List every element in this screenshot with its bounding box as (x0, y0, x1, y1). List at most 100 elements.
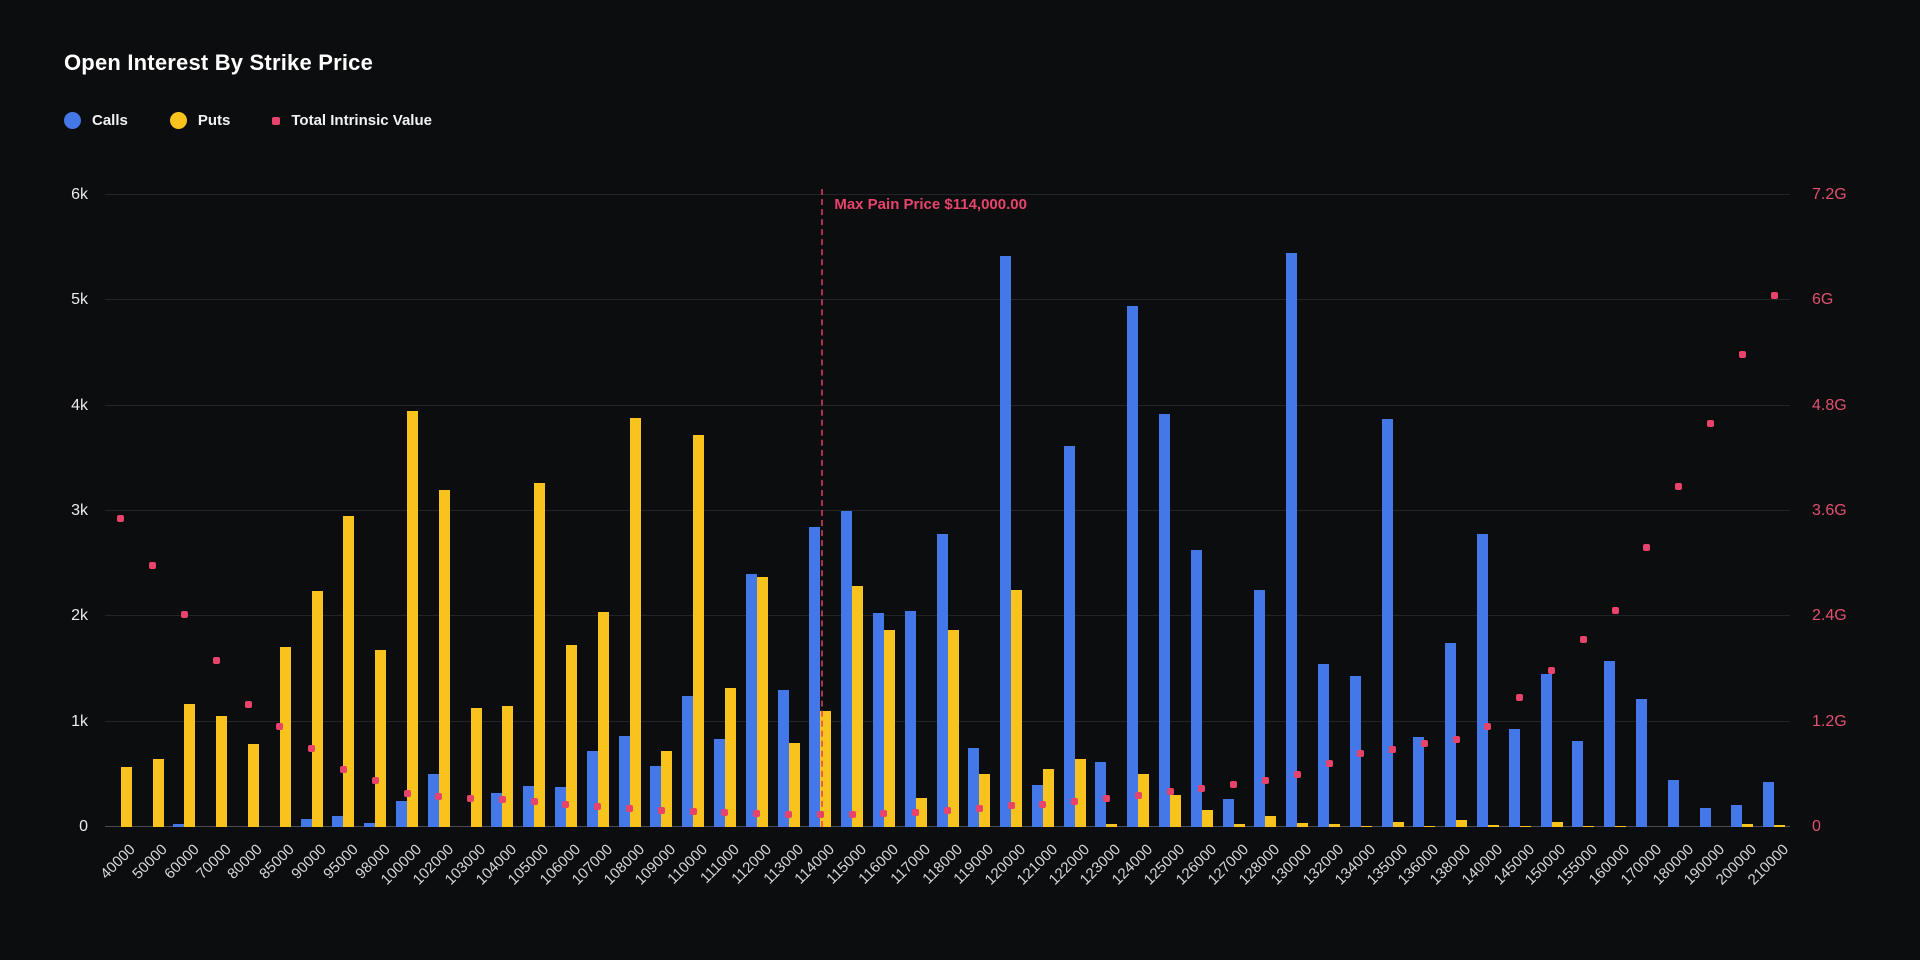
put-bar[interactable] (1233, 823, 1245, 827)
intrinsic-value-point[interactable] (594, 803, 602, 811)
put-bar[interactable] (1329, 823, 1340, 827)
call-bar[interactable] (1159, 414, 1171, 827)
intrinsic-value-point[interactable] (498, 796, 506, 804)
put-bar[interactable] (470, 707, 482, 827)
intrinsic-value-point[interactable] (975, 805, 983, 813)
put-bar[interactable] (979, 774, 991, 827)
intrinsic-value-point[interactable] (180, 611, 188, 619)
put-bar[interactable] (1742, 823, 1754, 827)
call-bar[interactable] (872, 613, 884, 827)
call-bar[interactable] (1445, 642, 1457, 827)
intrinsic-value-point[interactable] (1325, 760, 1333, 768)
call-bar[interactable] (745, 574, 757, 827)
legend-item-puts[interactable]: Puts (169, 112, 230, 129)
intrinsic-value-point[interactable] (403, 790, 411, 798)
put-bar[interactable] (279, 646, 291, 827)
intrinsic-value-point[interactable] (848, 810, 856, 818)
call-bar[interactable] (1031, 784, 1043, 827)
legend-item-calls[interactable]: Calls (64, 112, 128, 129)
call-bar[interactable] (1635, 698, 1647, 827)
put-bar[interactable] (1615, 825, 1627, 827)
intrinsic-value-point[interactable] (1230, 781, 1238, 789)
put-bar[interactable] (216, 716, 228, 827)
intrinsic-value-point[interactable] (1007, 802, 1015, 810)
intrinsic-value-point[interactable] (212, 656, 220, 664)
call-bar[interactable] (1508, 729, 1520, 827)
call-bar[interactable] (554, 786, 566, 827)
call-bar[interactable] (618, 736, 630, 827)
call-bar[interactable] (1540, 674, 1552, 827)
intrinsic-value-point[interactable] (1770, 292, 1778, 300)
intrinsic-value-point[interactable] (1357, 749, 1365, 757)
call-bar[interactable] (1413, 737, 1425, 827)
intrinsic-value-point[interactable] (1166, 788, 1174, 796)
put-bar[interactable] (407, 410, 419, 827)
put-bar[interactable] (1774, 824, 1786, 827)
put-bar[interactable] (947, 630, 959, 827)
put-bar[interactable] (852, 585, 864, 827)
call-bar[interactable] (650, 765, 662, 827)
intrinsic-value-point[interactable] (1707, 419, 1715, 427)
intrinsic-value-point[interactable] (435, 792, 443, 800)
put-bar[interactable] (311, 591, 323, 827)
call-bar[interactable] (1190, 549, 1202, 827)
call-bar[interactable] (1349, 676, 1361, 827)
intrinsic-value-point[interactable] (1071, 798, 1079, 806)
call-bar[interactable] (1318, 663, 1329, 827)
intrinsic-value-point[interactable] (276, 723, 284, 731)
intrinsic-value-point[interactable] (1102, 795, 1110, 803)
call-bar[interactable] (809, 526, 821, 827)
put-bar[interactable] (120, 766, 132, 827)
call-bar[interactable] (332, 816, 344, 827)
intrinsic-value-point[interactable] (467, 794, 475, 802)
put-bar[interactable] (629, 418, 641, 827)
call-bar[interactable] (1667, 779, 1679, 827)
put-bar[interactable] (1583, 825, 1595, 827)
intrinsic-value-point[interactable] (1579, 635, 1587, 643)
intrinsic-value-point[interactable] (753, 810, 761, 818)
call-bar[interactable] (1476, 534, 1488, 827)
put-bar[interactable] (248, 743, 260, 827)
call-bar[interactable] (1604, 660, 1616, 827)
put-bar[interactable] (1138, 774, 1150, 827)
call-bar[interactable] (1254, 590, 1266, 827)
put-bar[interactable] (788, 742, 800, 827)
intrinsic-value-point[interactable] (117, 514, 125, 522)
call-bar[interactable] (364, 822, 376, 827)
intrinsic-value-point[interactable] (1675, 482, 1683, 490)
call-bar[interactable] (300, 818, 312, 827)
put-bar[interactable] (661, 751, 673, 827)
put-bar[interactable] (597, 612, 609, 827)
intrinsic-value-point[interactable] (1516, 694, 1524, 702)
intrinsic-value-point[interactable] (530, 798, 538, 806)
call-bar[interactable] (1127, 305, 1139, 827)
call-bar[interactable] (427, 774, 439, 827)
call-bar[interactable] (682, 696, 694, 827)
intrinsic-value-point[interactable] (371, 776, 379, 784)
put-bar[interactable] (1487, 824, 1499, 827)
intrinsic-value-point[interactable] (1738, 351, 1746, 359)
put-bar[interactable] (820, 711, 832, 827)
intrinsic-value-point[interactable] (244, 700, 252, 708)
put-bar[interactable] (502, 705, 514, 827)
call-bar[interactable] (904, 611, 916, 827)
intrinsic-value-point[interactable] (721, 809, 729, 817)
put-bar[interactable] (1074, 758, 1086, 827)
legend-item-total-intrinsic-value[interactable]: Total Intrinsic Value (272, 112, 432, 129)
put-bar[interactable] (1170, 795, 1182, 827)
put-bar[interactable] (724, 687, 736, 827)
intrinsic-value-point[interactable] (1198, 784, 1206, 792)
intrinsic-value-point[interactable] (1293, 770, 1301, 778)
put-bar[interactable] (1551, 821, 1563, 827)
put-bar[interactable] (152, 758, 164, 827)
call-bar[interactable] (396, 800, 408, 827)
intrinsic-value-point[interactable] (816, 811, 824, 819)
call-bar[interactable] (1000, 256, 1012, 827)
call-bar[interactable] (936, 534, 948, 827)
put-bar[interactable] (1201, 810, 1213, 827)
call-bar[interactable] (968, 748, 980, 827)
put-bar[interactable] (1456, 819, 1468, 827)
intrinsic-value-point[interactable] (1039, 800, 1047, 808)
put-bar[interactable] (1297, 822, 1309, 827)
intrinsic-value-point[interactable] (1420, 740, 1428, 748)
